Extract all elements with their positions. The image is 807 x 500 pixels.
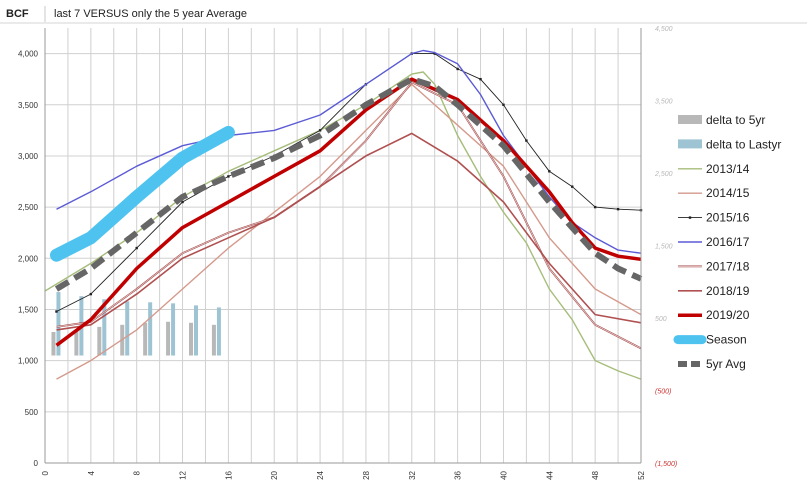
x-tick-label: 28: [362, 470, 371, 479]
y-tick-label: 4,000: [18, 50, 39, 59]
series-line-2013-14: [44, 71, 642, 380]
series-marker-2015-16: [479, 77, 482, 81]
x-tick-label: 24: [316, 470, 325, 479]
x-tick-label: 4: [87, 470, 96, 475]
secondary-tick-label: 2,500: [654, 171, 673, 178]
axis-layer: 0 500 1,000 1,500 2,000 2,500 3,000 3,500 4,000 0…: [18, 26, 677, 480]
legend-label-delta-to-5yr: delta to 5yr: [706, 113, 765, 127]
legend-label-2017-18: 2017/18: [706, 259, 750, 273]
series-line-2019-20: [55, 77, 642, 347]
series-marker-2015-16: [433, 52, 436, 55]
bar-delta-to-5yr: [166, 321, 171, 356]
bar-delta-to-lastyr: [171, 303, 176, 356]
series-line-5yr-avg: [54, 76, 643, 292]
bar-delta-to-lastyr: [56, 292, 61, 356]
bar-delta-to-lastyr: [102, 299, 107, 356]
y-tick-label: 2,000: [18, 254, 39, 263]
secondary-tick-label: 500: [655, 316, 667, 323]
y-tick-label: 3,000: [18, 152, 39, 161]
series-marker-2015-16: [502, 103, 505, 106]
series-marker-2015-16: [135, 246, 138, 250]
series-marker-2015-16: [456, 67, 459, 71]
y-tick-label: 1,000: [18, 357, 39, 366]
y-tick-label: 3,500: [18, 101, 39, 110]
y-tick-label: 1,500: [18, 305, 39, 314]
legend-label-2018-19: 2018/19: [706, 284, 750, 298]
units-label: BCF: [6, 8, 29, 20]
series-marker-2015-16: [318, 129, 322, 132]
line-layer: [44, 49, 643, 380]
legend-marker-2015-16: [688, 216, 692, 219]
legend: delta to 5yr delta to Lastyr 2013/14 2014/1…: [673, 113, 781, 371]
secondary-tick-label: 4,500: [655, 26, 673, 33]
legend-label-delta-to-lastyr: delta to Lastyr: [706, 137, 781, 151]
legend-label-2015-16: 2015/16: [706, 211, 750, 225]
x-tick-label: 20: [270, 470, 279, 479]
series-marker-2015-16: [227, 175, 230, 178]
series-marker-2015-16: [525, 139, 528, 142]
y-tick-label: 0: [34, 459, 39, 468]
x-tick-label: 40: [499, 470, 508, 479]
x-tick-label: 36: [454, 470, 463, 479]
y-tick-label: 2,500: [18, 203, 39, 212]
series-marker-2015-16: [616, 207, 620, 211]
x-tick-label: 52: [637, 470, 646, 479]
bar-delta-to-5yr: [97, 326, 102, 356]
series-marker-2015-16: [89, 292, 93, 296]
x-tick-label: 8: [133, 470, 142, 475]
legend-swatch-delta-to-lastyr: [678, 139, 702, 149]
bar-delta-to-5yr: [143, 322, 148, 356]
bar-delta-to-5yr: [74, 329, 79, 356]
x-tick-label: 0: [41, 470, 50, 475]
y-tick-label: 500: [25, 408, 39, 417]
legend-label-2013-14: 2013/14: [706, 162, 750, 176]
bar-delta-to-lastyr: [194, 305, 198, 356]
bar-delta-to-lastyr: [125, 301, 130, 356]
legend-label-season: Season: [706, 333, 747, 347]
series-marker-2015-16: [55, 310, 58, 313]
x-tick-label: 16: [224, 470, 233, 479]
secondary-tick-label: 1,500: [655, 244, 673, 251]
x-tick-label: 32: [408, 470, 417, 479]
x-tick-label: 48: [591, 470, 600, 479]
series-line-2018-19: [56, 132, 642, 331]
chart-title: last 7 VERSUS only the 5 year Average: [54, 8, 247, 20]
bar-delta-to-5yr: [51, 331, 56, 356]
x-tick-label: 12: [179, 470, 188, 479]
secondary-tick-label: (500): [655, 389, 671, 396]
series-line-season: [50, 125, 235, 262]
x-tick-label: 44: [545, 470, 554, 479]
series-marker-2015-16: [181, 200, 184, 204]
legend-label-2014-15: 2014/15: [706, 186, 750, 200]
legend-label-2016-17: 2016/17: [706, 235, 750, 249]
secondary-tick-label: 3,500: [655, 99, 673, 106]
series-marker-2015-16: [548, 170, 551, 173]
bar-delta-to-5yr: [211, 324, 216, 356]
legend-swatch-delta-to-5yr: [678, 115, 702, 124]
series-marker-2015-16: [593, 205, 597, 209]
series-marker-2015-16: [571, 185, 574, 188]
bar-delta-to-5yr: [189, 322, 193, 356]
bar-delta-to-lastyr: [148, 302, 153, 356]
series-line-2014-15: [56, 83, 642, 380]
legend-label-2019-20: 2019/20: [706, 308, 750, 322]
secondary-tick-label: (1,500): [655, 461, 677, 468]
bar-delta-to-lastyr: [216, 307, 221, 356]
legend-label-5yr-avg: 5yr Avg: [706, 357, 746, 371]
